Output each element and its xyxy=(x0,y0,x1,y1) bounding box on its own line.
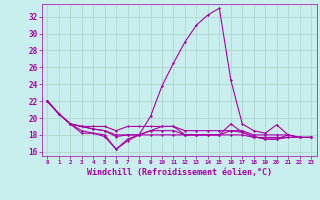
X-axis label: Windchill (Refroidissement éolien,°C): Windchill (Refroidissement éolien,°C) xyxy=(87,168,272,177)
